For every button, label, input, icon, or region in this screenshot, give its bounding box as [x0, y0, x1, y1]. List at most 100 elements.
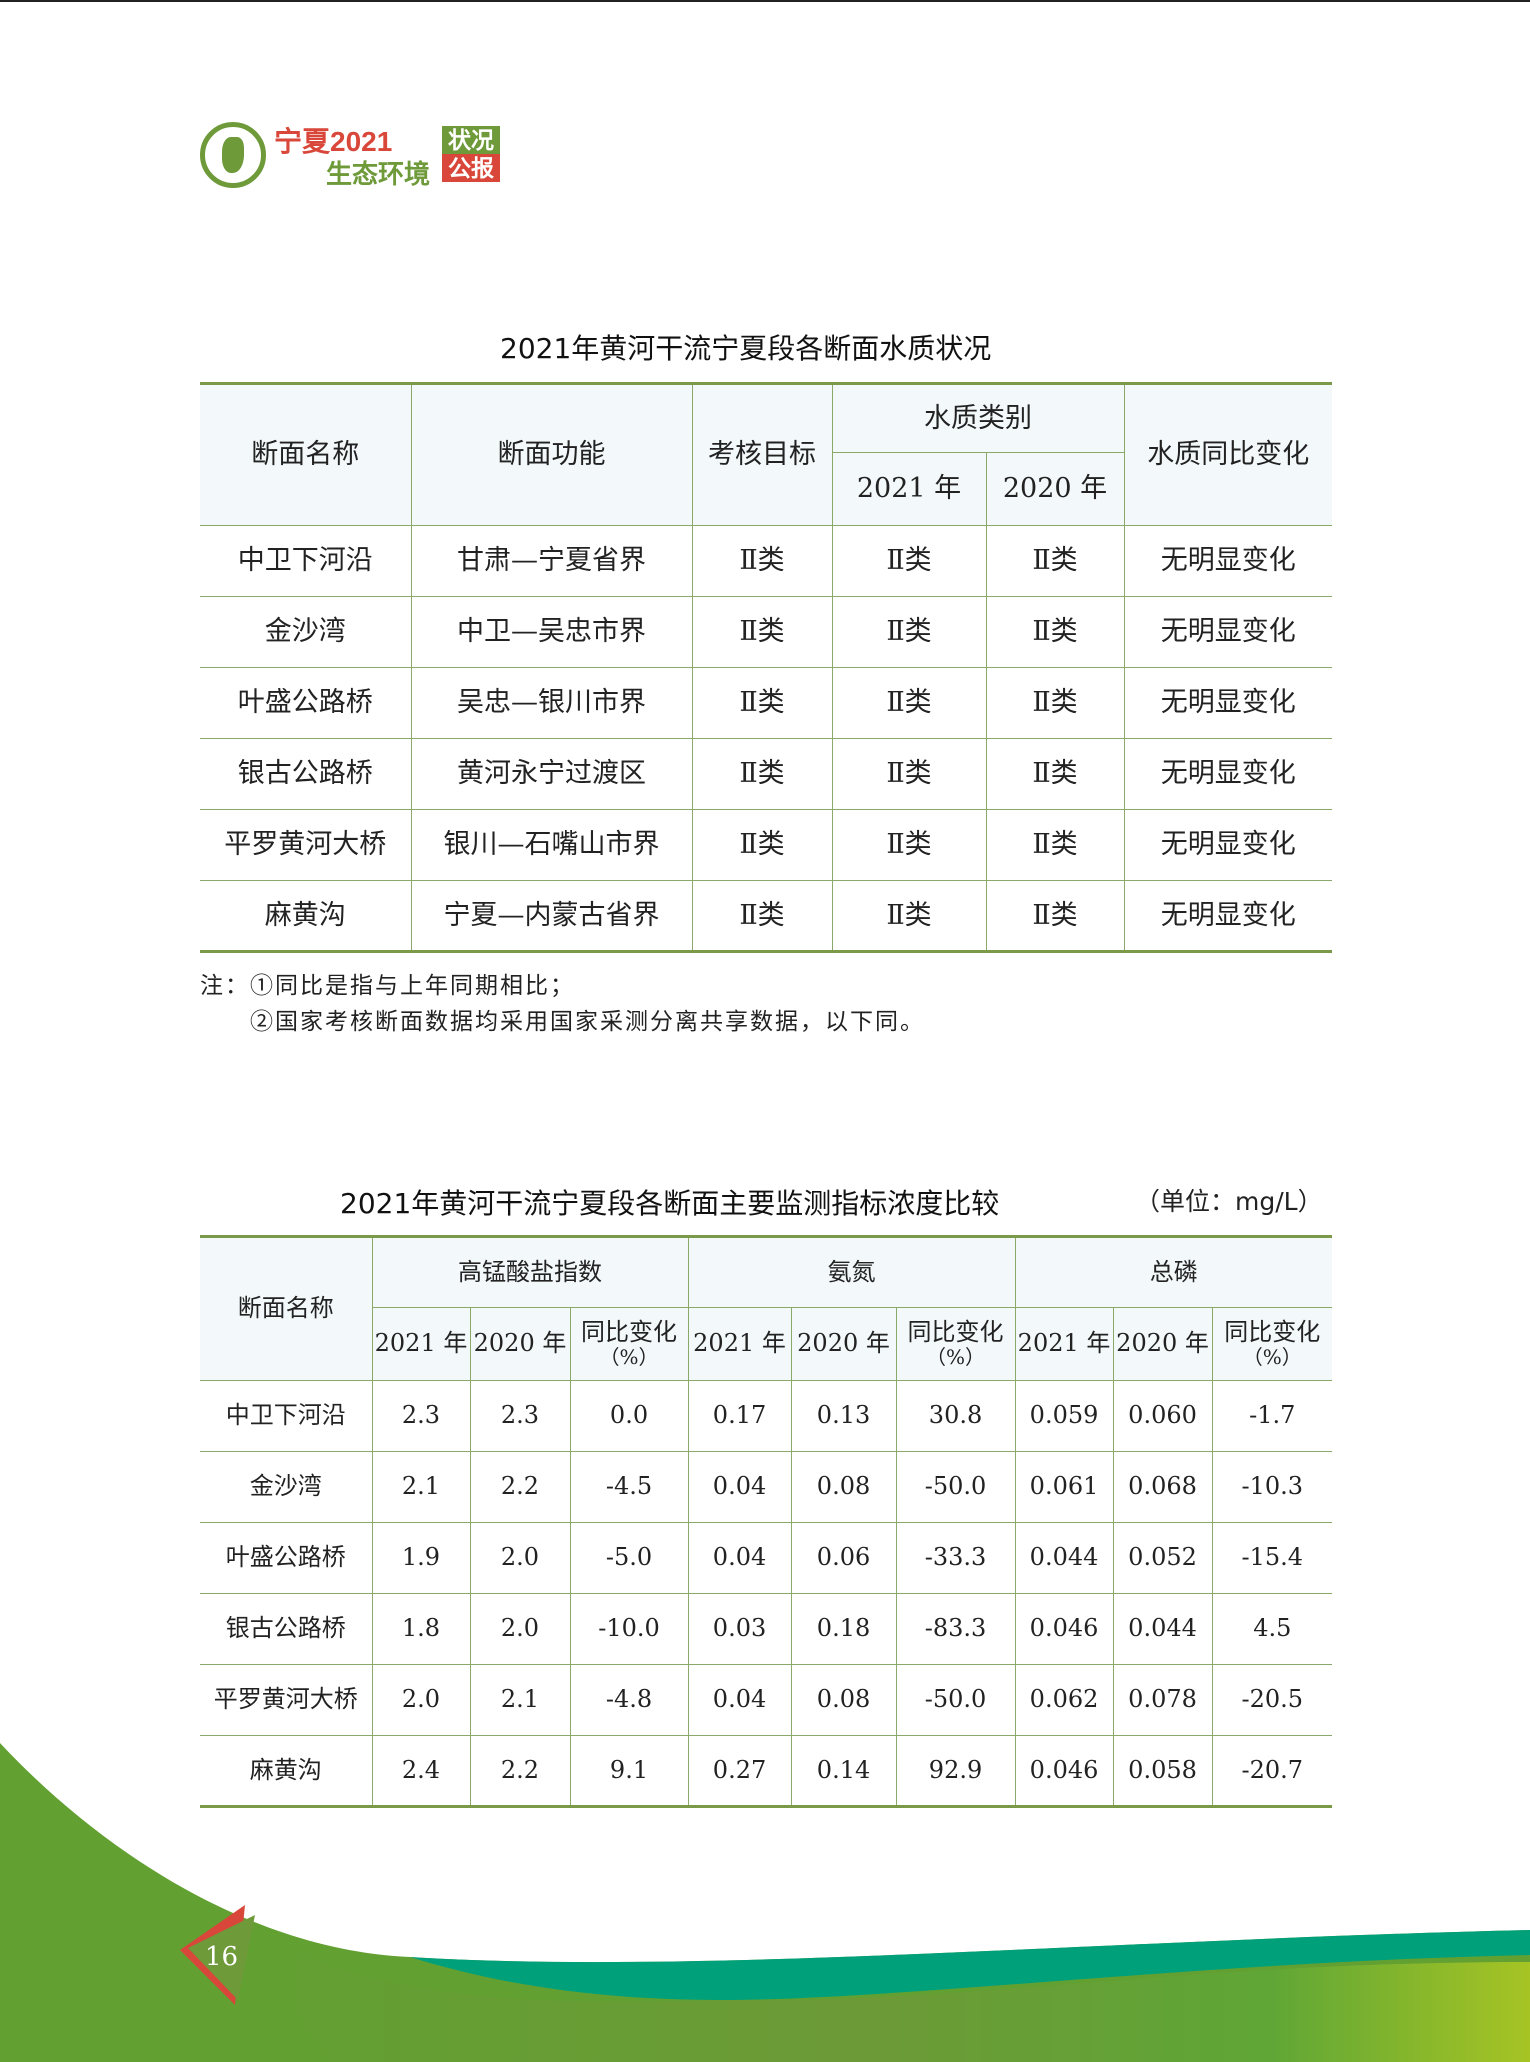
table-cell: -83.3 — [895, 1593, 1016, 1665]
table-cell: 宁夏—内蒙古省界 — [410, 880, 693, 952]
table-cell: Ⅱ类 — [831, 880, 987, 952]
table-cell: Ⅱ类 — [691, 596, 833, 668]
table-cell: Ⅱ类 — [691, 738, 833, 810]
group-header: 总磷 — [1014, 1236, 1333, 1308]
table-cell: 无明显变化 — [1123, 809, 1332, 881]
col-header: 断面功能 — [410, 383, 693, 526]
col-header: 考核目标 — [691, 383, 833, 526]
col-header: 2021 年 — [372, 1307, 471, 1381]
table-cell: Ⅱ类 — [831, 667, 987, 739]
table-cell: 中卫—吴忠市界 — [410, 596, 693, 668]
table-cell: 麻黄沟 — [200, 880, 412, 952]
report-logo: 宁夏2021 生态环境 状况 公报 — [200, 118, 510, 193]
table-row: 银古公路桥 黄河永宁过渡区 Ⅱ类 Ⅱ类 Ⅱ类 无明显变化 — [200, 738, 1332, 810]
table-row: 金沙湾 中卫—吴忠市界 Ⅱ类 Ⅱ类 Ⅱ类 无明显变化 — [200, 596, 1332, 668]
table-cell: 无明显变化 — [1123, 738, 1332, 810]
table-cell: -4.8 — [569, 1664, 689, 1736]
col-header: 水质同比变化 — [1123, 383, 1332, 526]
table-cell: 0.14 — [790, 1735, 897, 1807]
table-cell: 0.08 — [790, 1664, 897, 1736]
table-row: 中卫下河沿 2.3 2.3 0.0 0.17 0.13 30.8 0.059 0.060 -1.7 — [200, 1380, 1333, 1452]
logo-line2: 生态环境 — [326, 159, 431, 189]
table-row: 中卫下河沿 甘肃—宁夏省界 Ⅱ类 Ⅱ类 Ⅱ类 无明显变化 — [200, 525, 1332, 597]
table-cell: 0.04 — [687, 1664, 792, 1736]
table-cell: 金沙湾 — [200, 596, 412, 668]
table-cell: Ⅱ类 — [831, 809, 987, 881]
table-row: 麻黄沟 宁夏—内蒙古省界 Ⅱ类 Ⅱ类 Ⅱ类 无明显变化 — [200, 880, 1332, 952]
emblem-icon — [200, 122, 266, 188]
table-cell: 0.062 — [1014, 1664, 1114, 1736]
table-row: 金沙湾 2.1 2.2 -4.5 0.04 0.08 -50.0 0.061 0.068 -10.… — [200, 1451, 1333, 1523]
logo-line1: 宁夏2021 — [274, 126, 393, 157]
table-cell: 甘肃—宁夏省界 — [410, 525, 693, 597]
table-cell: 0.068 — [1112, 1451, 1213, 1523]
col-header: 断面名称 — [200, 1236, 373, 1381]
table-cell: Ⅱ类 — [985, 596, 1125, 668]
percent-label: （%） — [926, 1345, 986, 1370]
table-row: 银古公路桥 1.8 2.0 -10.0 0.03 0.18 -83.3 0.046 0.044 4… — [200, 1593, 1333, 1665]
indicator-table: 断面名称 高锰酸盐指数 氨氮 总磷 2021 年 2020 年同比变化 （%） 2021 年… — [200, 1235, 1333, 1808]
change-label: 同比变化 — [907, 1317, 1004, 1346]
table-cell: 4.5 — [1211, 1593, 1333, 1665]
table-cell: 2.0 — [371, 1664, 471, 1736]
table-cell: -4.5 — [569, 1451, 689, 1523]
table-row: 叶盛公路桥 1.9 2.0 -5.0 0.04 0.06 -33.3 0.044 0.052 -1… — [200, 1522, 1333, 1594]
unit-label: （单位：mg/L） — [1135, 1187, 1323, 1216]
table-cell: 0.060 — [1112, 1380, 1213, 1452]
table-cell: 2.4 — [371, 1735, 471, 1807]
table-row: 平罗黄河大桥 2.0 2.1 -4.8 0.04 0.08 -50.0 0.062 0.078-… — [200, 1664, 1333, 1736]
table-cell: 中卫下河沿 — [200, 1380, 373, 1452]
page-number: 16 — [205, 1942, 239, 1972]
table-cell: Ⅱ类 — [985, 525, 1125, 597]
table-row: 叶盛公路桥 吴忠—银川市界 Ⅱ类 Ⅱ类 Ⅱ类 无明显变化 — [200, 667, 1332, 739]
table-cell: 银川—石嘴山市界 — [410, 809, 693, 881]
col-header: 2021 年 — [832, 452, 987, 526]
table-cell: -50.0 — [895, 1451, 1016, 1523]
table-cell: 0.044 — [1014, 1522, 1114, 1594]
table-cell: 0.052 — [1112, 1522, 1213, 1594]
table-cell: 0.058 — [1112, 1735, 1213, 1807]
table-cell: 银古公路桥 — [200, 1593, 373, 1665]
col-header: 断面名称 — [200, 383, 412, 526]
table-cell: 麻黄沟 — [200, 1735, 373, 1807]
decorative-wave — [0, 1743, 1530, 2062]
table-cell: -5.0 — [569, 1522, 689, 1594]
note-1: 注：①同比是指与上年同期相比； — [200, 973, 575, 999]
table-cell: -10.0 — [569, 1593, 689, 1665]
table-cell: Ⅱ类 — [691, 880, 833, 952]
table-cell: Ⅱ类 — [985, 667, 1125, 739]
table-cell: Ⅱ类 — [985, 880, 1125, 952]
table-cell: Ⅱ类 — [985, 809, 1125, 881]
table-cell: 金沙湾 — [200, 1451, 373, 1523]
table-cell: 1.8 — [371, 1593, 471, 1665]
table-cell: 无明显变化 — [1123, 525, 1332, 597]
table-cell: 无明显变化 — [1123, 596, 1332, 668]
table-cell: -1.7 — [1211, 1380, 1333, 1452]
table-cell: 0.06 — [790, 1522, 897, 1594]
table-cell: 0.04 — [687, 1451, 792, 1523]
table-cell: 无明显变化 — [1123, 880, 1332, 952]
change-label: 同比变化 — [581, 1317, 677, 1346]
table-cell: 0.0 — [569, 1380, 689, 1452]
col-header: 2020 年 — [790, 1307, 897, 1381]
table-cell: 0.03 — [687, 1593, 792, 1665]
table-cell: 中卫下河沿 — [200, 525, 412, 597]
table-cell: 0.18 — [790, 1593, 897, 1665]
table-cell: Ⅱ类 — [831, 738, 987, 810]
table1-notes: 注：①同比是指与上年同期相比； ②国家考核断面数据均采用国家采测分离共享数据，以… — [200, 968, 925, 1040]
table-cell: 30.8 — [895, 1380, 1016, 1452]
top-border — [0, 0, 1530, 2]
table-cell: 9.1 — [569, 1735, 689, 1807]
table-cell: 2.0 — [469, 1593, 571, 1665]
col-header: 2020 年 — [469, 1307, 571, 1381]
table-cell: Ⅱ类 — [691, 809, 833, 881]
table-cell: Ⅱ类 — [691, 667, 833, 739]
table-cell: 0.046 — [1014, 1593, 1114, 1665]
table-cell: 吴忠—银川市界 — [410, 667, 693, 739]
table-cell: -15.4 — [1211, 1522, 1333, 1594]
table-cell: 0.27 — [687, 1735, 792, 1807]
table-cell: 0.078 — [1112, 1664, 1213, 1736]
table-cell: -20.7 — [1211, 1735, 1333, 1807]
table-cell: 0.17 — [687, 1380, 792, 1452]
change-label: 同比变化 — [1224, 1317, 1321, 1346]
